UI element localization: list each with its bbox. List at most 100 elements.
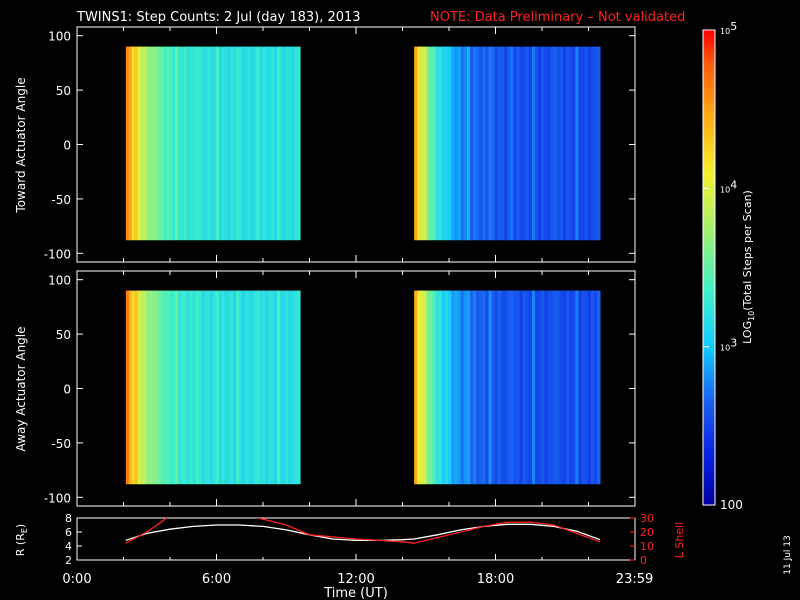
heatmap-cell xyxy=(143,46,147,241)
colorbar-tick-label: 103 xyxy=(720,337,737,353)
side-date: 11 Jul 13 xyxy=(783,535,793,575)
heatmap-cell xyxy=(522,290,527,485)
heatmap-cell xyxy=(497,290,502,485)
heatmap-cell xyxy=(215,46,220,241)
heatmap-cell xyxy=(175,290,179,485)
lshell-tick-label: 0 xyxy=(640,554,647,567)
heatmap-cell xyxy=(230,46,234,241)
colorbar: 100 103 104 105 LOG10(Total Steps per Scan) xyxy=(702,20,756,512)
heatmap-cell xyxy=(581,46,586,241)
y-tick-label: 0 xyxy=(63,139,71,153)
heatmap-cell xyxy=(575,290,579,485)
heatmap-cell xyxy=(181,290,185,485)
heatmap-cell xyxy=(559,290,564,485)
heatmap-cell xyxy=(175,46,179,241)
heatmap-cell xyxy=(128,46,133,241)
heatmap-cell xyxy=(262,290,266,485)
heatmap-cell xyxy=(265,46,269,241)
heatmap-cell xyxy=(276,290,281,485)
heatmap-cell xyxy=(429,46,434,241)
heatmap-cell xyxy=(297,46,301,241)
r-tick-label: 4 xyxy=(65,540,72,553)
heatmap-cell xyxy=(134,46,138,241)
heatmap-cell xyxy=(476,46,480,241)
heatmap-cell xyxy=(151,46,156,241)
x-tick-label: 0:00 xyxy=(62,572,91,587)
heatmap-cell xyxy=(454,290,458,485)
heatmap-cell xyxy=(218,46,223,241)
chart-title: TWINS1: Step Counts: 2 Jul (day 183), 20… xyxy=(76,10,361,25)
lshell-tick-label: 10 xyxy=(640,540,654,553)
heatmap-cell xyxy=(189,46,194,241)
heatmap-cell xyxy=(201,290,205,485)
heatmap-cell xyxy=(538,290,542,485)
heatmap-cell xyxy=(250,46,255,241)
heatmap-cell xyxy=(445,46,449,241)
heatmap-cell xyxy=(559,46,564,241)
heatmap-cell xyxy=(288,46,292,241)
heatmap-cell xyxy=(513,290,517,485)
heatmap-cell xyxy=(469,46,474,241)
toward-y-axis-label: Toward Actuator Angle xyxy=(14,77,28,213)
heatmap-cell xyxy=(535,46,539,241)
heatmap-cell xyxy=(550,290,555,485)
y-tick-label: 50 xyxy=(56,84,71,98)
heatmap-cell xyxy=(253,46,258,241)
y-tick-label: 100 xyxy=(48,274,71,288)
heatmap-cell xyxy=(163,290,167,485)
x-tick-label: 23:59 xyxy=(616,572,653,587)
heatmap-cell xyxy=(233,290,237,485)
heatmap-cell xyxy=(134,290,138,485)
heatmap-cell xyxy=(271,290,275,485)
heatmap-cell xyxy=(479,290,483,485)
heatmap-cell xyxy=(482,290,486,485)
heatmap-cell xyxy=(201,46,205,241)
heatmap-cell xyxy=(279,46,284,241)
heatmap-cell xyxy=(131,46,135,241)
heatmap-cell xyxy=(204,290,208,485)
heatmap-cell xyxy=(535,290,539,485)
r-tick-label: 6 xyxy=(65,526,72,539)
heatmap-cell xyxy=(575,46,579,241)
heatmap-cell xyxy=(210,46,214,241)
heatmap-cell xyxy=(432,46,437,241)
heatmap-cell xyxy=(271,46,275,241)
heatmap-cell xyxy=(463,290,468,485)
heatmap-cell xyxy=(460,46,465,241)
heatmap-cell xyxy=(553,46,558,241)
heatmap-cell xyxy=(423,46,427,241)
heatmap-cell xyxy=(178,290,182,485)
heatmap-cell xyxy=(531,46,536,241)
heatmap-cell xyxy=(584,46,589,241)
heatmap-cell xyxy=(282,46,287,241)
heatmap-cell xyxy=(504,290,508,485)
heatmap-cell xyxy=(256,46,260,241)
heatmap-cell xyxy=(274,290,278,485)
heatmap-cell xyxy=(131,290,135,485)
heatmap-cell xyxy=(581,290,586,485)
heatmap-cell xyxy=(451,290,455,485)
heatmap-cell xyxy=(578,46,582,241)
heatmap-cell xyxy=(259,290,263,485)
heatmap-cell xyxy=(143,290,147,485)
heatmap-cell xyxy=(166,46,170,241)
heatmap-cell xyxy=(457,290,462,485)
heatmap-cell xyxy=(547,290,551,485)
heatmap-cell xyxy=(183,46,188,241)
heatmap-cell xyxy=(454,46,458,241)
heatmap-cell xyxy=(510,46,514,241)
heatmap-cell xyxy=(469,290,474,485)
heatmap-cell xyxy=(544,46,548,241)
heatmap-cell xyxy=(213,290,217,485)
heatmap-cell xyxy=(597,46,601,241)
heatmap-cell xyxy=(438,46,443,241)
heatmap-cell xyxy=(140,46,144,241)
heatmap-cell xyxy=(547,46,551,241)
heatmap-cell xyxy=(160,46,165,241)
heatmap-cell xyxy=(457,46,462,241)
heatmap-cell xyxy=(137,46,141,241)
heatmap-cell xyxy=(213,46,217,241)
heatmap-cell xyxy=(442,46,446,241)
